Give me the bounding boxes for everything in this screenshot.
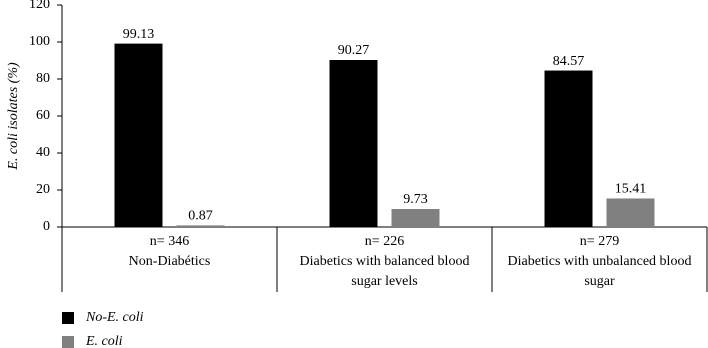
y-tick-label: 40 bbox=[36, 145, 50, 160]
category-label: Non-Diabétics bbox=[128, 254, 211, 269]
sample-size: n= 279 bbox=[580, 234, 619, 249]
bar bbox=[391, 208, 440, 227]
value-label: 9.73 bbox=[403, 192, 428, 207]
sample-size: n= 346 bbox=[150, 234, 189, 249]
y-tick-label: 80 bbox=[36, 71, 50, 86]
y-tick-label: 20 bbox=[36, 182, 50, 197]
y-axis-label: E. coli isolates (%) bbox=[6, 62, 21, 171]
legend-label: No-E. coli bbox=[85, 310, 144, 325]
bar bbox=[544, 70, 593, 227]
category-label: Diabetics with unbalanced blood sugar bbox=[507, 254, 692, 289]
y-tick-label: 100 bbox=[29, 34, 50, 49]
legend-swatch bbox=[62, 336, 74, 348]
value-label: 90.27 bbox=[338, 43, 370, 58]
value-label: 15.41 bbox=[615, 182, 647, 197]
value-label: 0.87 bbox=[188, 209, 213, 224]
bar bbox=[114, 43, 163, 228]
y-tick-label: 0 bbox=[43, 219, 50, 234]
y-tick-label: 120 bbox=[29, 0, 50, 12]
legend-swatch bbox=[62, 312, 74, 324]
category-label: Diabetics with balanced blood sugar leve… bbox=[299, 254, 470, 289]
sample-size: n= 226 bbox=[365, 234, 404, 249]
y-tick-label: 60 bbox=[36, 108, 50, 123]
bar bbox=[329, 60, 378, 227]
legend-label: E. coli bbox=[85, 334, 123, 348]
value-label: 84.57 bbox=[553, 54, 585, 69]
bar bbox=[606, 198, 655, 227]
bar bbox=[176, 225, 225, 227]
value-label: 99.13 bbox=[123, 27, 155, 42]
